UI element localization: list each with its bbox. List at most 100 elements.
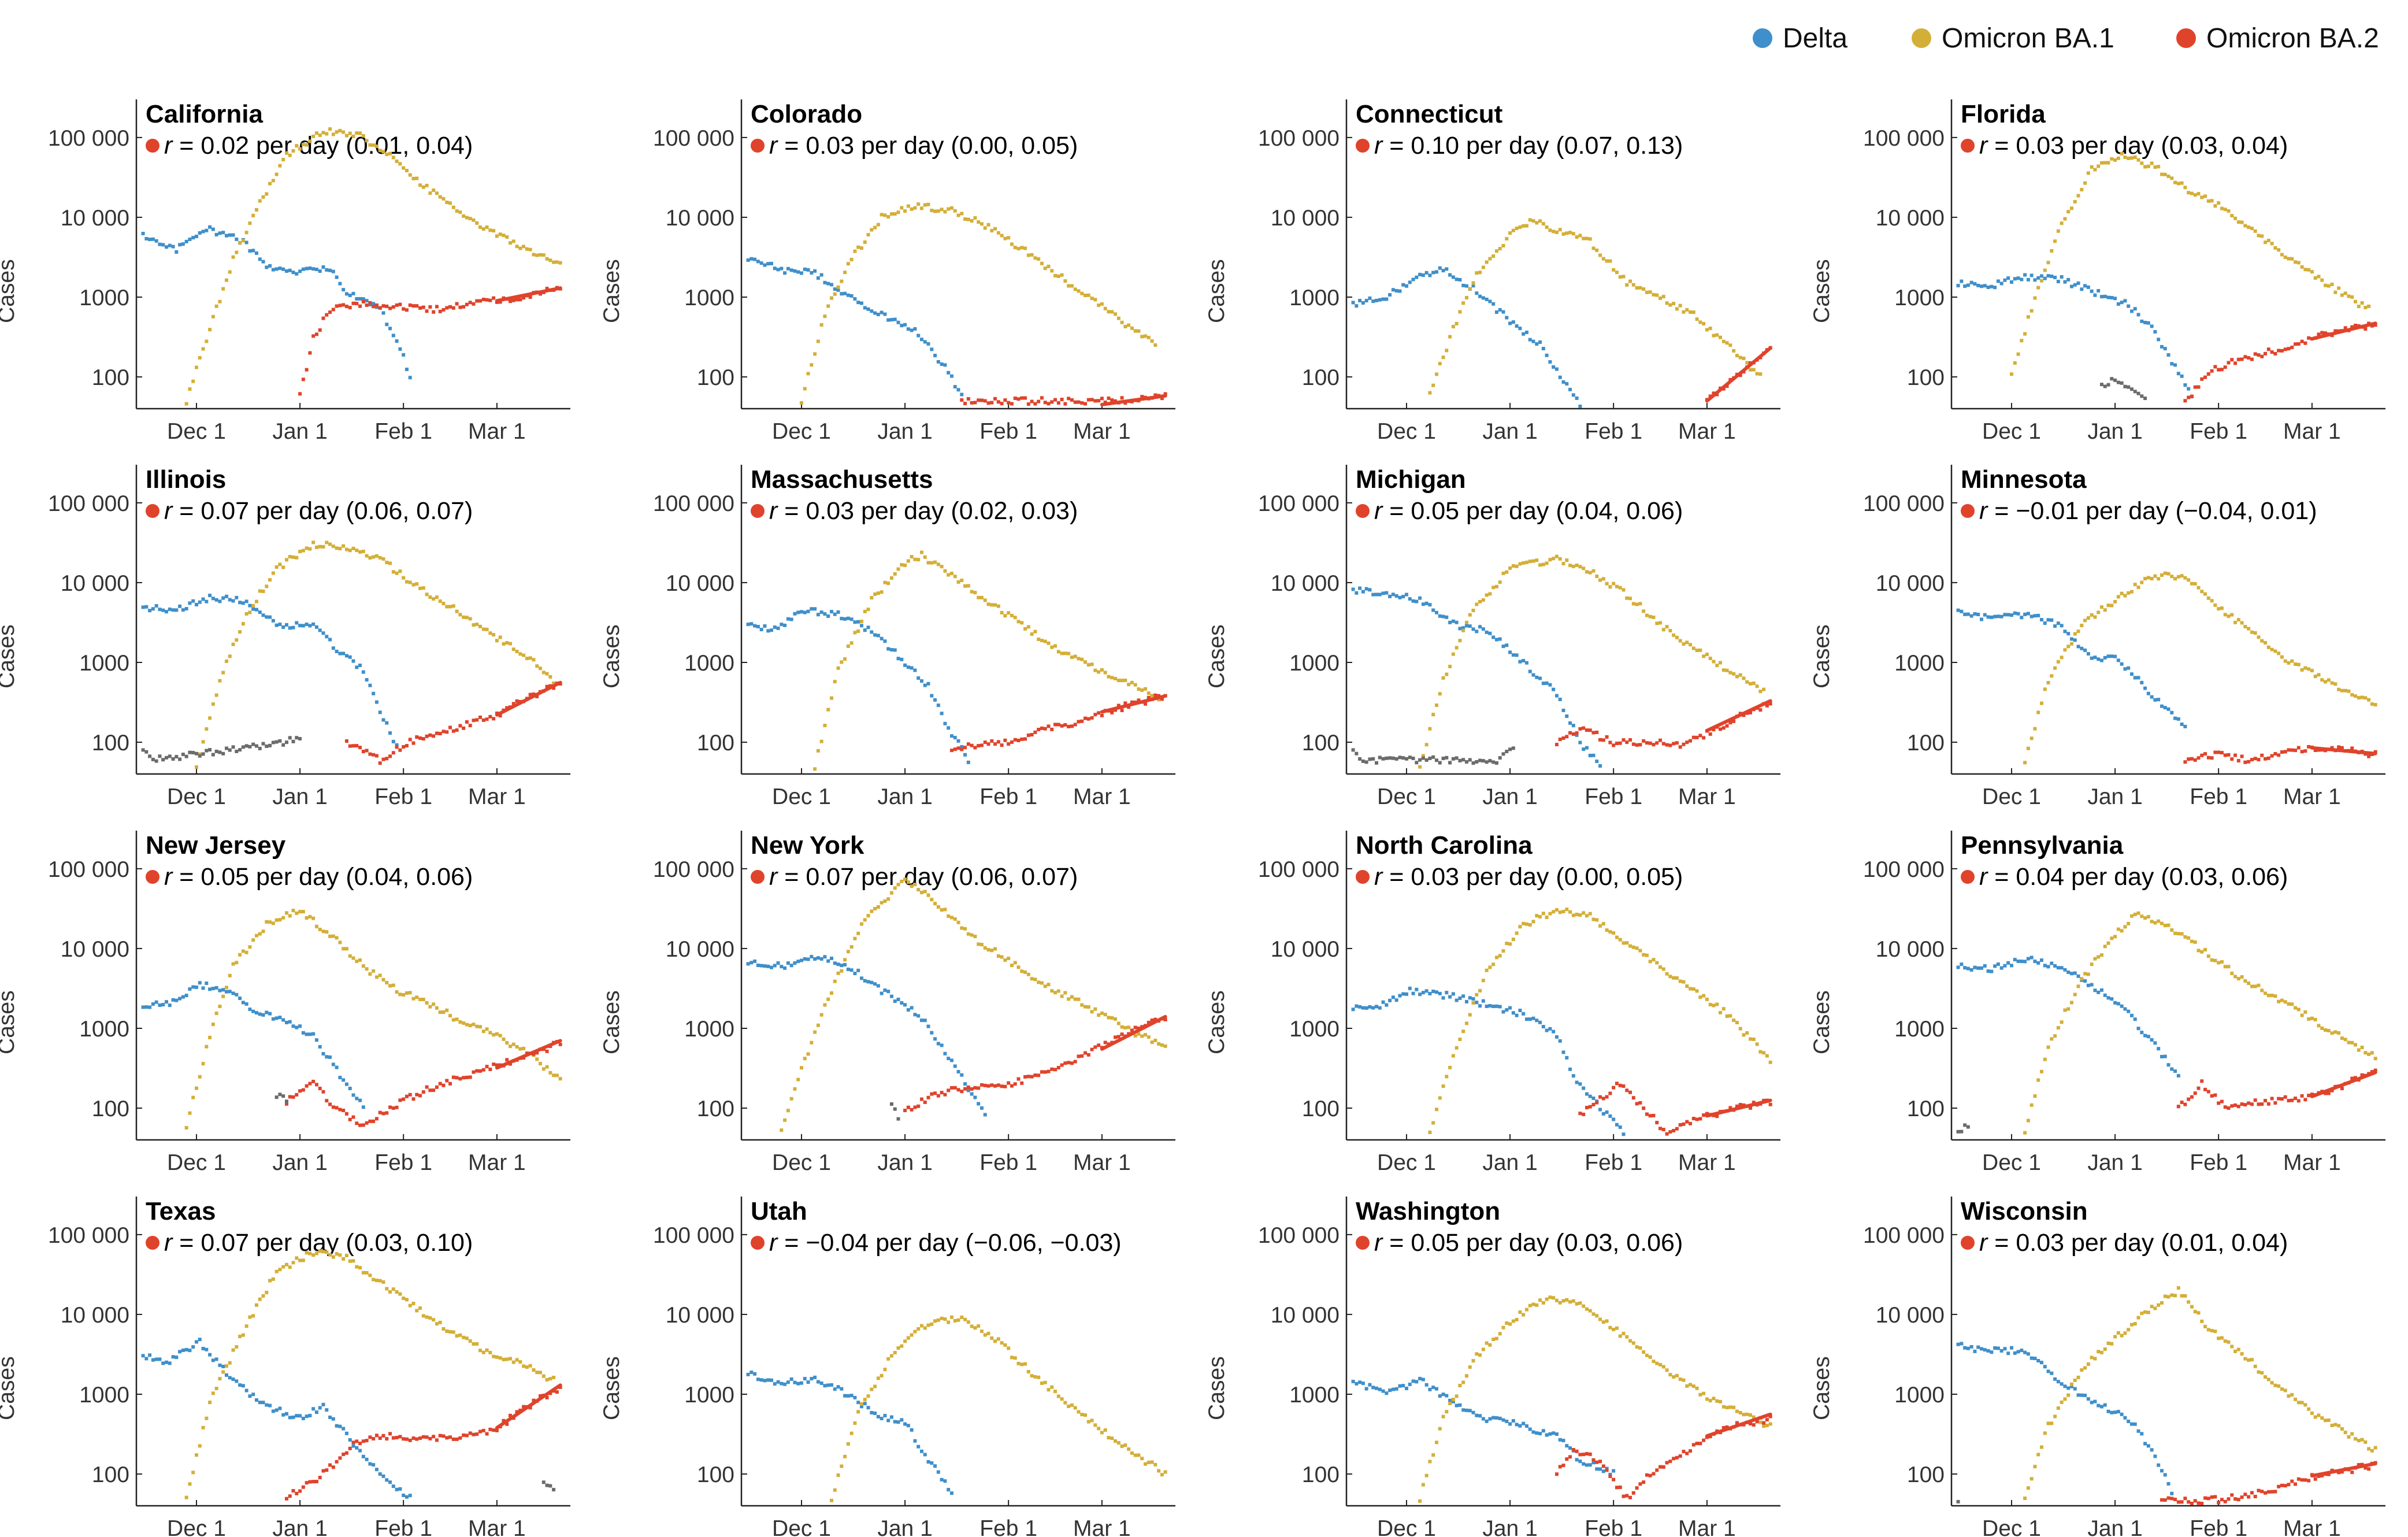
data-point xyxy=(395,1436,399,1440)
data-point xyxy=(2020,339,2024,343)
data-point xyxy=(870,1387,874,1391)
data-point xyxy=(1067,1061,1071,1065)
data-point xyxy=(1986,615,1990,619)
data-point xyxy=(2266,347,2270,351)
data-point xyxy=(870,909,874,913)
data-point xyxy=(248,1008,252,1012)
data-point xyxy=(1682,980,1686,984)
fit-line xyxy=(1100,694,1167,714)
data-point xyxy=(2123,384,2127,388)
data-point xyxy=(769,965,773,969)
data-point xyxy=(445,605,449,609)
data-point xyxy=(2103,993,2107,997)
data-point xyxy=(378,306,382,310)
data-point xyxy=(2129,309,2134,313)
data-point xyxy=(1441,996,1445,1000)
data-point xyxy=(863,918,867,922)
data-point xyxy=(917,1445,921,1449)
data-point xyxy=(1133,329,1137,333)
data-point xyxy=(1485,1419,1489,1423)
data-point xyxy=(2296,746,2301,750)
data-point xyxy=(532,1052,536,1056)
data-point xyxy=(2069,637,2073,641)
data-point xyxy=(900,657,904,661)
data-point xyxy=(2073,632,2077,636)
data-point xyxy=(1461,1029,1465,1034)
data-point xyxy=(1361,1006,1365,1010)
data-point xyxy=(773,266,777,271)
legend-marker-1 xyxy=(1912,28,1931,48)
data-point xyxy=(2240,1352,2244,1356)
data-point xyxy=(1408,280,1412,284)
data-point xyxy=(2136,313,2140,317)
data-point xyxy=(2187,578,2191,582)
data-point xyxy=(274,565,279,569)
data-point xyxy=(2203,194,2207,198)
data-point xyxy=(1478,1004,1482,1008)
data-point xyxy=(184,1495,188,1499)
data-point xyxy=(1481,296,1485,300)
data-point xyxy=(492,1033,496,1037)
data-point xyxy=(1605,259,1609,263)
data-point xyxy=(2210,599,2214,603)
data-point xyxy=(1515,1013,1519,1017)
data-point xyxy=(1768,702,1772,706)
data-point xyxy=(1505,1419,1509,1423)
data-point xyxy=(1374,761,1378,765)
data-point xyxy=(900,879,904,883)
rate-marker xyxy=(1961,504,1975,518)
data-point xyxy=(2227,965,2231,969)
data-point xyxy=(2243,1357,2247,1361)
data-point xyxy=(344,292,348,296)
data-point xyxy=(288,626,292,630)
data-point xyxy=(1494,761,1498,765)
data-point xyxy=(288,555,292,559)
data-point xyxy=(2206,755,2210,760)
data-point xyxy=(1033,402,1037,406)
data-point xyxy=(1056,274,1060,278)
data-point xyxy=(1043,639,1047,643)
data-point xyxy=(1715,333,1719,337)
data-point xyxy=(2217,1336,2221,1340)
data-point xyxy=(1638,602,1642,606)
data-point xyxy=(956,1088,960,1092)
data-point xyxy=(947,371,951,375)
data-point xyxy=(1037,399,1041,403)
data-point xyxy=(478,1025,483,1029)
data-point xyxy=(1515,931,1519,935)
data-point xyxy=(1070,1403,1074,1407)
series-other xyxy=(541,1480,556,1492)
data-point xyxy=(475,1342,479,1346)
data-point xyxy=(398,992,402,997)
data-point xyxy=(1725,668,1729,672)
data-point xyxy=(1685,1451,1689,1455)
data-point xyxy=(873,592,877,596)
data-point xyxy=(1538,1298,1542,1302)
data-point xyxy=(1060,724,1064,728)
data-point xyxy=(919,338,923,342)
data-point xyxy=(462,1021,466,1025)
data-point xyxy=(856,629,860,633)
data-point xyxy=(1675,635,1679,639)
data-point xyxy=(338,1424,342,1428)
x-tick-label: Dec 1 xyxy=(1377,419,1436,444)
data-point xyxy=(2146,1444,2150,1448)
data-point xyxy=(445,306,449,310)
data-point xyxy=(395,571,399,575)
data-point xyxy=(361,1123,365,1127)
data-point xyxy=(933,1037,937,1041)
data-point xyxy=(913,1105,917,1109)
data-point xyxy=(425,592,429,597)
data-point xyxy=(2206,596,2210,600)
data-point xyxy=(1608,740,1612,745)
data-point xyxy=(873,311,877,315)
data-point xyxy=(328,1415,332,1419)
data-point xyxy=(2127,385,2131,389)
data-point xyxy=(1591,1097,1596,1100)
data-point xyxy=(308,1032,312,1036)
data-point xyxy=(903,1339,907,1343)
data-point xyxy=(903,1422,907,1426)
data-point xyxy=(953,747,957,751)
data-point xyxy=(198,355,202,360)
